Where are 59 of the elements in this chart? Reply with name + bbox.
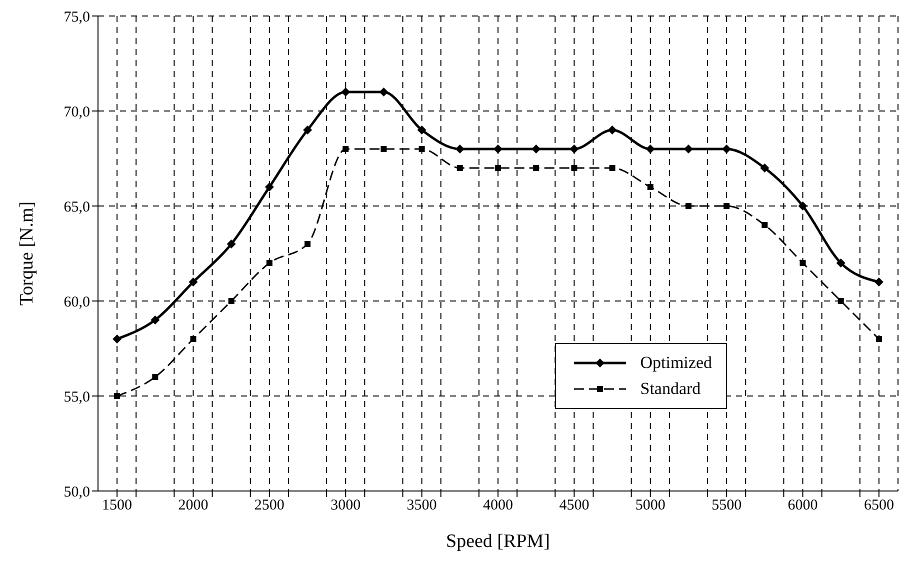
- point: [800, 260, 806, 266]
- point: [762, 222, 768, 228]
- point: [533, 165, 540, 171]
- point: [112, 334, 122, 344]
- point: [760, 164, 770, 172]
- y-tick-label: 55,0: [64, 389, 90, 406]
- point: [495, 165, 501, 171]
- x-tick-label: 4000: [483, 498, 513, 514]
- point: [836, 258, 846, 268]
- point: [114, 393, 120, 399]
- point: [266, 260, 272, 266]
- point: [264, 182, 274, 192]
- point: [724, 203, 730, 209]
- x-tick-label: 6000: [788, 498, 818, 514]
- point: [342, 146, 349, 152]
- point: [494, 144, 502, 154]
- x-tick-label: 3000: [330, 498, 361, 514]
- x-tick-label: 1500: [102, 498, 132, 514]
- y-tick-label: 70,0: [64, 104, 90, 120]
- x-tick-label: 5000: [635, 498, 666, 514]
- point: [798, 202, 808, 210]
- point: [608, 126, 617, 134]
- point: [418, 146, 425, 152]
- point: [304, 241, 311, 247]
- x-tick-label: 3500: [406, 498, 437, 514]
- point: [152, 374, 158, 380]
- y-tick-label: 50,0: [64, 484, 90, 500]
- point: [838, 298, 844, 304]
- legend-label: Standard: [640, 378, 701, 400]
- point: [417, 126, 426, 134]
- legend-label: Optimized: [640, 352, 712, 374]
- point: [456, 165, 463, 171]
- point: [379, 88, 388, 96]
- point: [188, 278, 198, 286]
- x-axis-title: Speed [RPM]: [446, 531, 550, 552]
- point: [226, 240, 236, 248]
- point: [722, 144, 732, 154]
- point: [303, 126, 312, 134]
- x-tick-label: 2000: [178, 498, 208, 514]
- point: [646, 144, 655, 154]
- point: [150, 316, 160, 324]
- x-tick-label: 4500: [559, 498, 590, 514]
- point: [609, 165, 616, 171]
- point: [874, 278, 884, 286]
- y-tick-label: 60,0: [64, 294, 90, 310]
- point: [228, 298, 234, 304]
- point: [685, 203, 692, 209]
- y-axis-title: Torque [N.m]: [16, 201, 38, 306]
- y-tick-label: 65,0: [64, 199, 90, 216]
- point: [876, 336, 882, 342]
- point: [190, 336, 196, 342]
- point: [380, 146, 387, 152]
- point: [647, 184, 654, 190]
- point: [570, 144, 579, 154]
- point: [571, 165, 578, 171]
- x-tick-label: 5500: [712, 498, 742, 514]
- x-tick-label: 2500: [254, 498, 284, 514]
- y-tick-label: 75,0: [64, 9, 90, 26]
- x-tick-label: 6500: [864, 498, 894, 514]
